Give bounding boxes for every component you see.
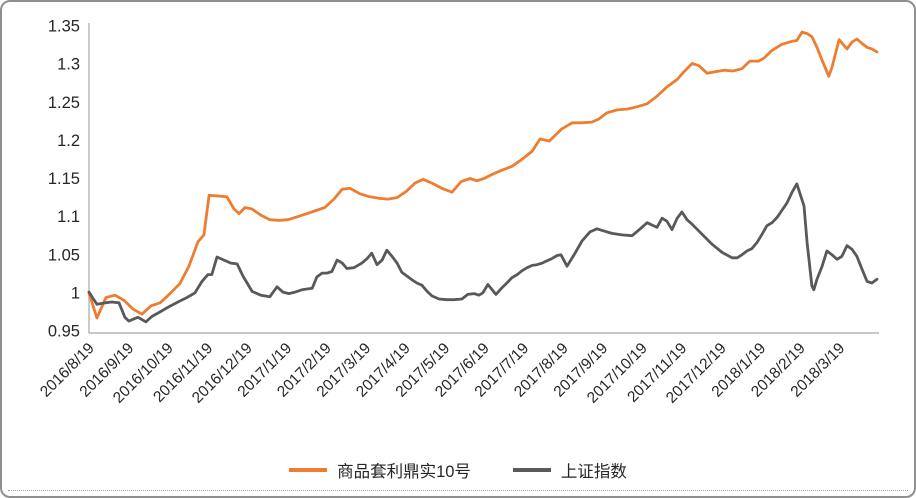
y-axis-tick-label: 1.2 — [57, 132, 80, 150]
chart-legend: 商品套利鼎实10号 上证指数 — [2, 458, 914, 482]
legend-line-swatch — [289, 468, 328, 472]
y-axis-tick-label: 1.1 — [57, 208, 80, 226]
legend-item-fund: 商品套利鼎实10号 — [289, 458, 471, 482]
series-line-fund — [87, 30, 879, 320]
series-lines — [87, 30, 879, 324]
axes — [88, 23, 879, 334]
y-axis-tick-label: 1.3 — [57, 56, 80, 74]
legend-item-index: 上证指数 — [512, 458, 627, 482]
y-axis-tick-label: 0.95 — [48, 323, 80, 341]
legend-label: 商品套利鼎实10号 — [337, 463, 471, 481]
y-axis-tick-label: 1.35 — [48, 18, 80, 36]
y-axis-tick-label: 1 — [71, 284, 80, 302]
x-axis-labels: 2016/8/192016/9/192016/10/192016/11/1920… — [37, 340, 848, 407]
series-line-index — [87, 182, 879, 324]
y-axis-tick-label: 1.25 — [48, 94, 80, 112]
y-axis-tick-label: 1.15 — [48, 170, 80, 188]
y-axis-labels: 1.35 1.3 1.25 1.2 1.15 1.1 1.05 1 0.95 — [48, 18, 80, 341]
footer-dotted-rule — [8, 490, 908, 491]
y-axis-tick-label: 1.05 — [48, 246, 80, 264]
legend-line-swatch — [512, 468, 551, 472]
legend-label: 上证指数 — [560, 463, 627, 481]
